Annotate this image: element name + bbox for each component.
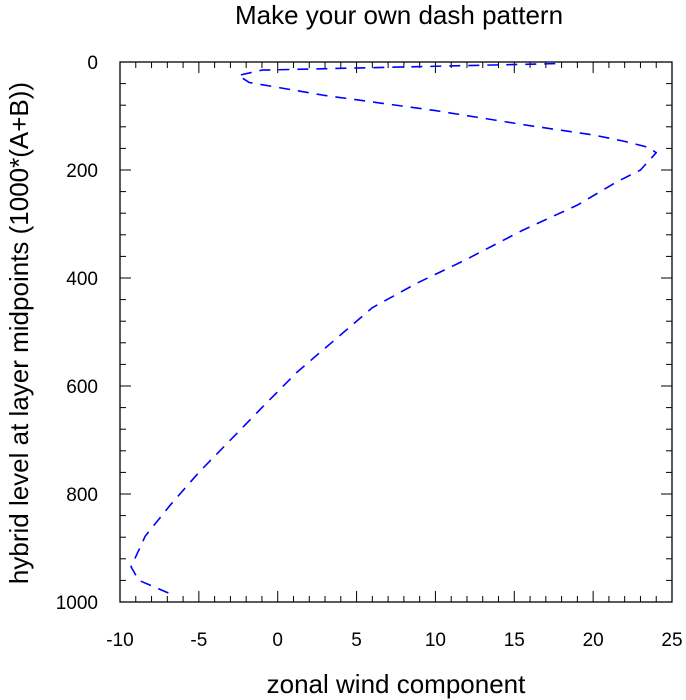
x-tick-label: 15 — [504, 630, 525, 651]
x-tick-label: 0 — [272, 630, 283, 651]
x-tick-label: 20 — [583, 630, 604, 651]
x-tick-label: 10 — [425, 630, 446, 651]
y-tick-label: 400 — [66, 269, 98, 290]
x-tick-label: 5 — [351, 630, 362, 651]
y-tick-label: 1000 — [56, 593, 98, 614]
y-tick-label: 200 — [66, 161, 98, 182]
y-tick-label: 800 — [66, 485, 98, 506]
y-tick-label: 0 — [87, 53, 98, 74]
series-group — [130, 62, 658, 595]
x-tick-label: 25 — [661, 630, 682, 651]
x-axis-label: zonal wind component — [267, 669, 526, 699]
x-tick-label: -10 — [106, 630, 133, 651]
y-tick-label: 600 — [66, 377, 98, 398]
plot-frame — [119, 61, 673, 603]
chart-title: Make your own dash pattern — [235, 0, 563, 30]
axis-ticks — [119, 61, 673, 603]
series-line — [130, 62, 658, 595]
y-axis-label: hybrid level at layer midpoints (1000*(A… — [4, 82, 34, 584]
x-tick-label: -5 — [190, 630, 207, 651]
axis-tick-labels: -10 -5 0 5 10 15 20 25 0 200 400 600 800 1000 — [56, 53, 683, 651]
